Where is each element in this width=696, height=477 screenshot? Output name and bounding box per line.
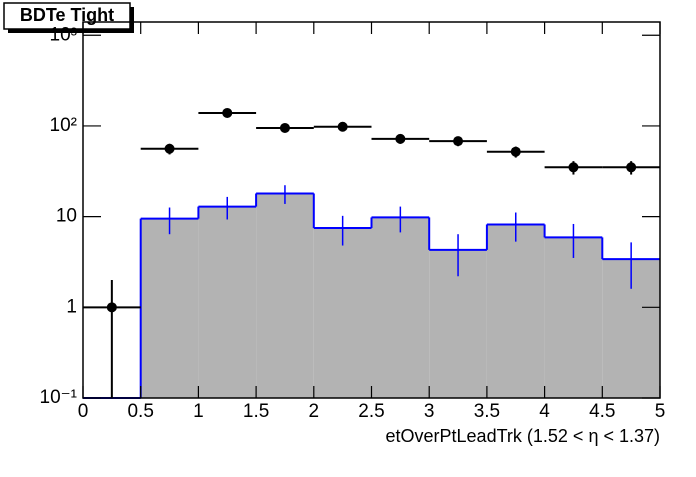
data-point bbox=[510, 146, 521, 157]
hist-bar bbox=[256, 193, 314, 398]
data-point bbox=[568, 162, 579, 173]
x-tick-label: 2 bbox=[309, 401, 320, 422]
y-tick-label: 10³ bbox=[50, 24, 77, 45]
data-point bbox=[106, 302, 117, 313]
x-tick-label: 0.5 bbox=[127, 401, 153, 422]
y-tick-label: 10 bbox=[56, 206, 77, 227]
y-tick-label: 10² bbox=[50, 115, 77, 136]
x-tick-label: 0 bbox=[78, 401, 89, 422]
x-axis-label: etOverPtLeadTrk (1.52 < η < 1.37) bbox=[386, 426, 660, 446]
x-tick-label: 3 bbox=[424, 401, 435, 422]
data-point bbox=[395, 133, 406, 144]
hist-bar bbox=[198, 206, 257, 398]
chart-title: BDTe Tight bbox=[20, 5, 114, 25]
x-tick-label: 4 bbox=[539, 401, 550, 422]
x-tick-label: 3.5 bbox=[474, 401, 500, 422]
x-tick-label: 2.5 bbox=[358, 401, 384, 422]
x-tick-label: 1 bbox=[193, 401, 204, 422]
hist-bar bbox=[371, 217, 430, 398]
hist-bar bbox=[140, 218, 199, 398]
data-point bbox=[164, 143, 175, 154]
hist-bar bbox=[313, 227, 372, 398]
hist-bar bbox=[544, 237, 603, 398]
data-point bbox=[279, 122, 290, 133]
hist-bar bbox=[486, 224, 545, 398]
y-tick-label: 10⁻¹ bbox=[40, 387, 78, 408]
x-tick-label: 1.5 bbox=[243, 401, 269, 422]
data-point bbox=[222, 107, 233, 118]
data-point bbox=[626, 162, 637, 173]
x-tick-label: 4.5 bbox=[589, 401, 615, 422]
data-point bbox=[453, 136, 464, 147]
data-point bbox=[337, 121, 348, 132]
y-tick-label: 1 bbox=[66, 296, 77, 317]
x-tick-label: 5 bbox=[655, 401, 666, 422]
title-box bbox=[3, 2, 131, 30]
